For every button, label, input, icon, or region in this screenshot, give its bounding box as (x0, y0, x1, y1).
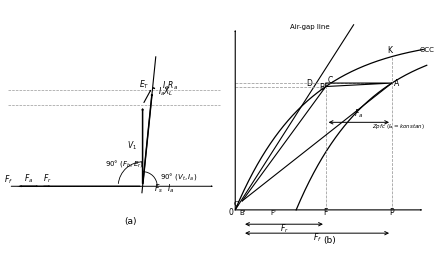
Text: $F_f$: $F_f$ (312, 231, 321, 244)
Text: 90° $(F_b,E_r)$: 90° $(F_b,E_r)$ (105, 158, 144, 170)
Text: $F_s$: $F_s$ (154, 183, 163, 195)
Text: $F_r$: $F_r$ (42, 172, 51, 185)
Text: 0: 0 (228, 208, 233, 217)
Text: D: D (305, 79, 311, 88)
Text: $F_a$: $F_a$ (24, 172, 33, 185)
Text: F: F (323, 208, 327, 217)
Text: $F_r$: $F_r$ (279, 222, 288, 235)
Text: B': B' (238, 210, 245, 216)
Text: (b): (b) (322, 236, 335, 245)
Text: $I_aR_a$: $I_aR_a$ (162, 80, 178, 92)
Text: Air-gap line: Air-gap line (290, 24, 329, 30)
Text: (a): (a) (124, 217, 136, 226)
Text: 90° $(V_t,I_a)$: 90° $(V_t,I_a)$ (160, 171, 198, 182)
Text: $F_f$: $F_f$ (4, 173, 13, 186)
Text: P: P (389, 208, 393, 217)
Text: $E_T$: $E_T$ (139, 78, 149, 91)
Text: $Zpfc\ (I_a=konstan)$: $Zpfc\ (I_a=konstan)$ (371, 121, 424, 130)
Text: $V_1$: $V_1$ (127, 140, 137, 152)
Text: $I_a$: $I_a$ (167, 183, 174, 195)
Text: $F_a$: $F_a$ (353, 108, 363, 120)
Text: A: A (393, 79, 398, 88)
Text: F': F' (270, 210, 276, 216)
Text: K: K (387, 46, 392, 55)
Text: $I_aX_L$: $I_aX_L$ (158, 85, 173, 98)
Text: OCC: OCC (419, 47, 434, 53)
Text: B: B (318, 83, 323, 92)
Text: C': C' (233, 201, 240, 207)
Text: C: C (327, 76, 332, 85)
